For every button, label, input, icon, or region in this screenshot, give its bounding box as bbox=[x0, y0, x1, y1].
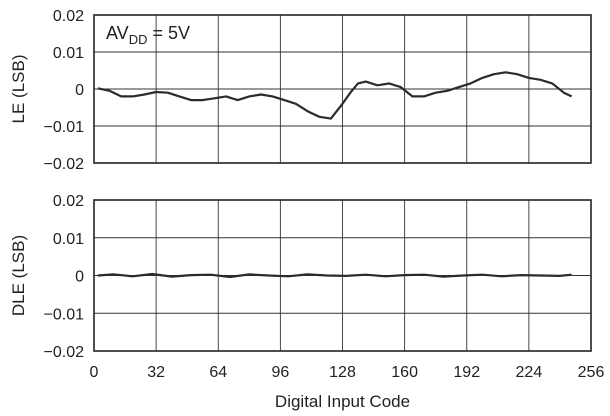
x-tick-label: 96 bbox=[271, 364, 289, 381]
le-plot-frame bbox=[93, 14, 592, 164]
x-tick-label: 224 bbox=[516, 364, 543, 381]
x-tick-label: 192 bbox=[453, 364, 480, 381]
x-tick-label: 256 bbox=[578, 364, 605, 381]
annotation-subscript: DD bbox=[129, 32, 148, 47]
dle-y-axis-label: DLE (LSB) bbox=[9, 235, 28, 316]
le-y-tick-label: −0.02 bbox=[44, 156, 85, 173]
dle-y-tick-label: 0.02 bbox=[53, 193, 84, 210]
le-y-tick-label: 0.02 bbox=[53, 8, 84, 25]
dle-chart-panel: 0.02 0.01 0 −0.01 −0.02 0 32 64 96 128 160 192 224 2… bbox=[9, 193, 604, 411]
annotation-value: = 5V bbox=[147, 23, 190, 43]
dle-y-tick-label: 0.01 bbox=[53, 231, 84, 248]
le-y-axis-label: LE (LSB) bbox=[9, 55, 28, 124]
x-tick-label: 0 bbox=[90, 364, 99, 381]
x-tick-label: 160 bbox=[391, 364, 418, 381]
x-tick-label: 32 bbox=[147, 364, 165, 381]
dle-y-tick-label: −0.01 bbox=[44, 306, 85, 323]
le-y-tick-label: −0.01 bbox=[44, 119, 85, 136]
le-y-tick-label: 0 bbox=[75, 82, 84, 99]
le-supply-annotation: AVDD = 5V bbox=[106, 23, 190, 47]
dle-series-line bbox=[97, 272, 572, 279]
x-tick-label: 128 bbox=[329, 364, 356, 381]
x-tick-label: 64 bbox=[209, 364, 227, 381]
le-y-tick-label: 0.01 bbox=[53, 45, 84, 62]
le-series-line bbox=[97, 71, 573, 120]
x-axis-label: Digital Input Code bbox=[275, 392, 410, 411]
dle-y-tick-label: 0 bbox=[75, 269, 84, 286]
dle-plot-frame bbox=[93, 199, 592, 352]
le-chart-panel: 0.02 0.01 0 −0.01 −0.02 LE (LSB) AVDD = 5V bbox=[9, 8, 592, 173]
dle-y-tick-label: −0.02 bbox=[44, 344, 85, 361]
annotation-main: AV bbox=[106, 23, 129, 43]
